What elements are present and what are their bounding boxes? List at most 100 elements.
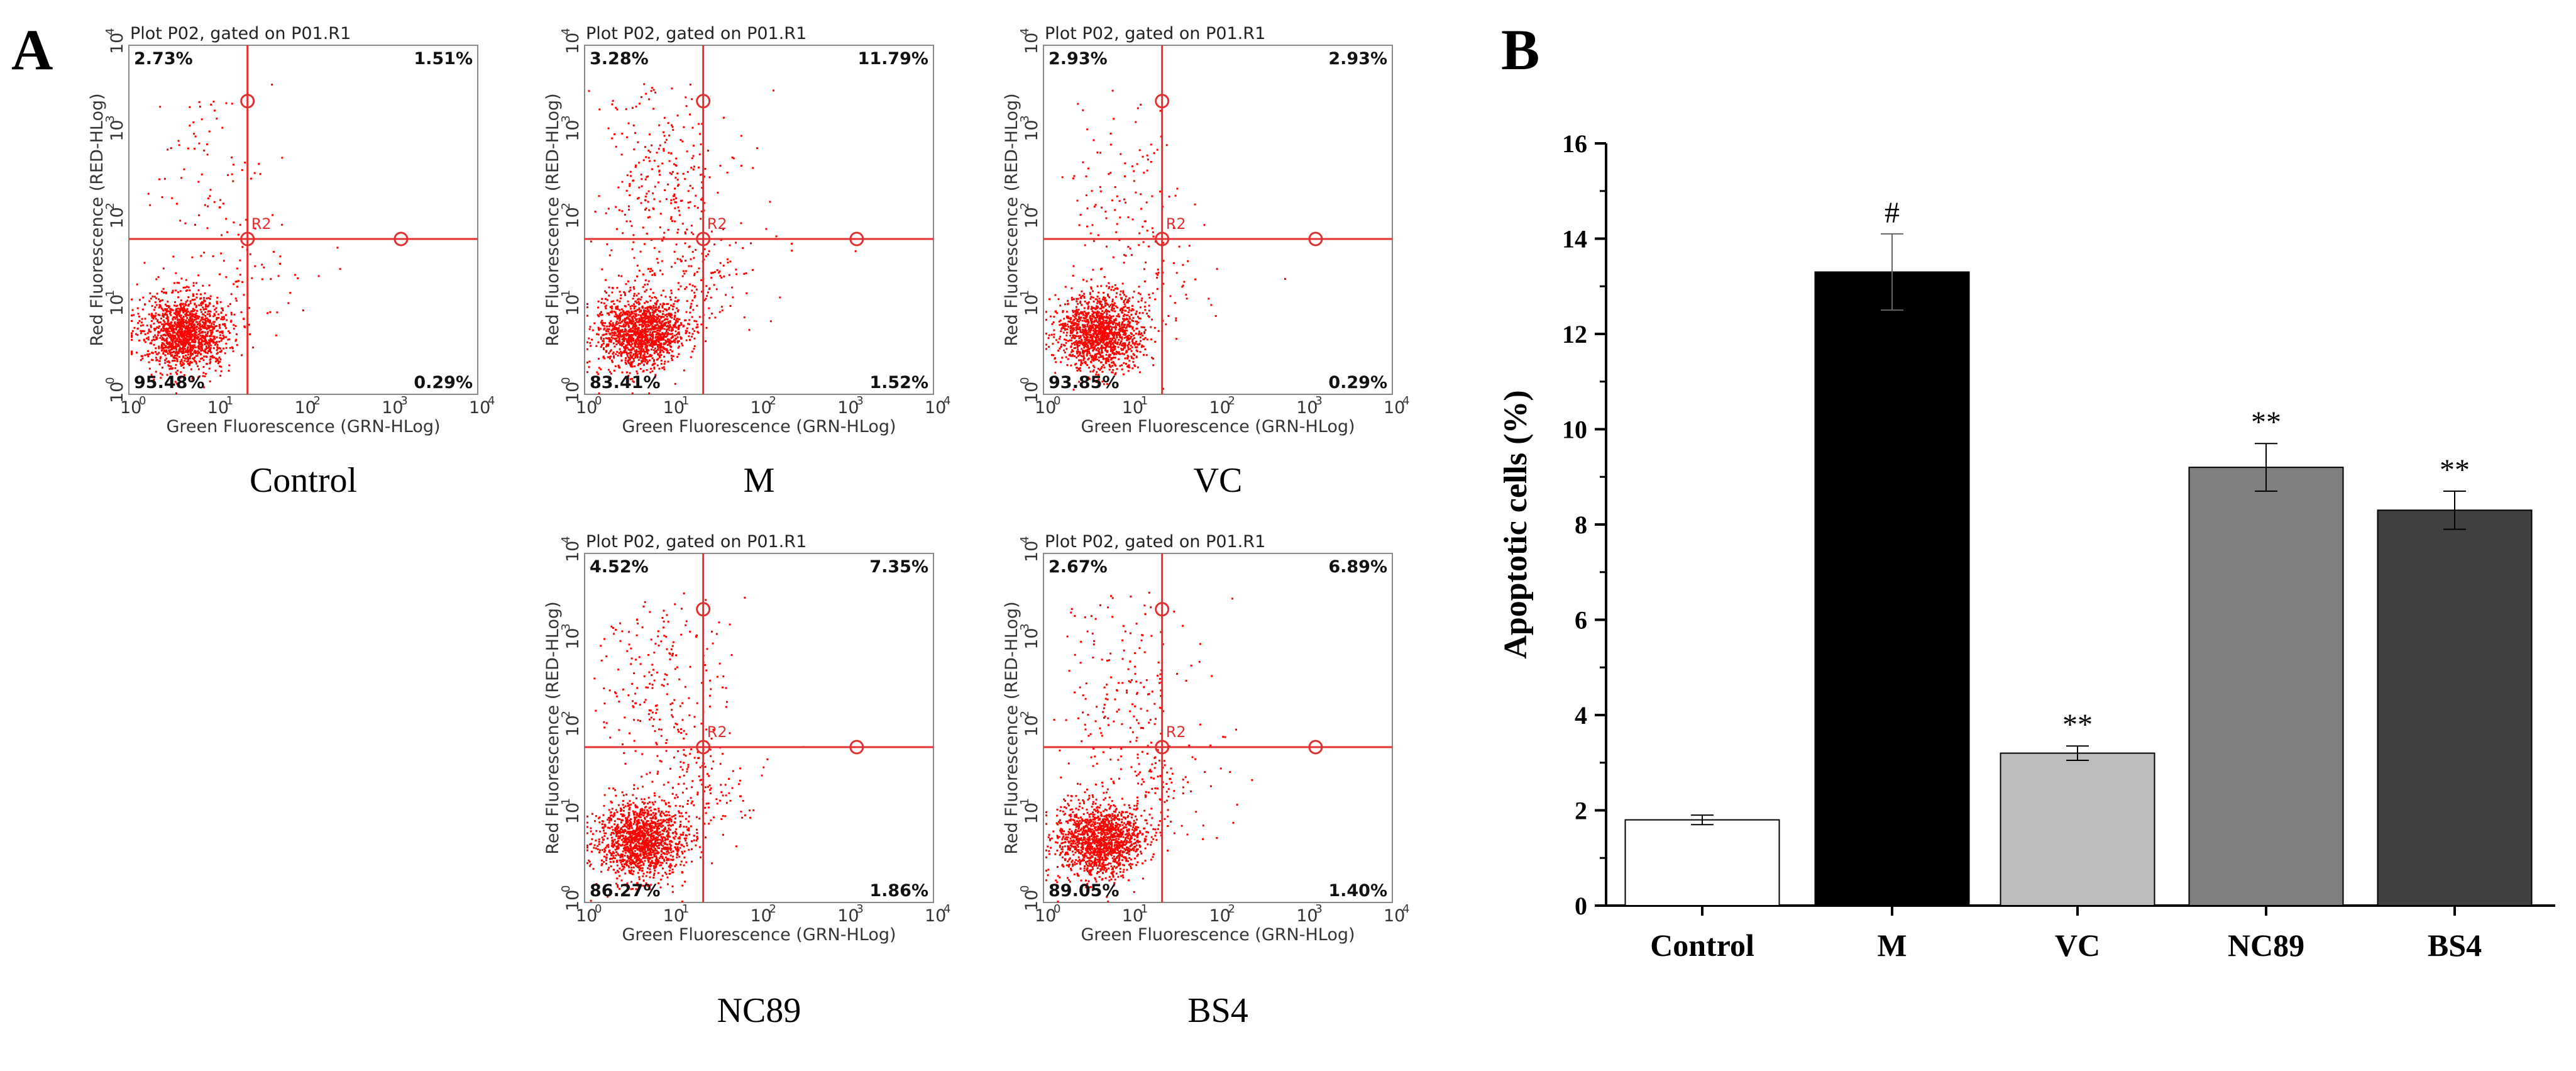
y-tick-label: 10 — [563, 890, 583, 911]
x-tick-exponent: 0 — [595, 902, 602, 916]
gate-handle[interactable] — [1308, 231, 1323, 247]
x-tick-label: 10 — [663, 398, 685, 418]
gate-handle[interactable] — [1155, 231, 1170, 247]
quadrant-lower-left-value: 93.85% — [1049, 373, 1119, 392]
quadrant-upper-left-value: 4.52% — [590, 557, 649, 577]
x-axis-label: Green Fluorescence (GRN-HLog) — [166, 417, 440, 436]
gate-handle[interactable] — [696, 231, 711, 247]
quadrant-lower-left-value: 83.41% — [590, 373, 660, 392]
x-tick-label: 10 — [576, 906, 597, 926]
x-tick-exponent: 4 — [944, 902, 950, 916]
y-tick-label: 10 — [107, 294, 127, 316]
y-tick-label: 12 — [1562, 320, 1587, 348]
error-bar-m — [1881, 233, 1903, 311]
y-tick-exponent: 4 — [1018, 536, 1032, 543]
y-tick-label: 8 — [1575, 511, 1587, 539]
x-tick-label: 10 — [1296, 398, 1318, 418]
y-tick: 104 — [559, 536, 583, 562]
x-axis-label: Green Fluorescence (GRN-HLog) — [622, 417, 896, 436]
x-tick-label: 10 — [1384, 906, 1405, 926]
gate-handle[interactable] — [240, 231, 255, 247]
y-tick-label: 10 — [563, 207, 583, 228]
panel-b-letter: B — [1501, 18, 1539, 82]
plot-frame — [584, 45, 934, 395]
y-tick-label: 6 — [1575, 606, 1587, 635]
y-tick: 100 — [559, 377, 583, 403]
plot-title: Plot P02, gated on P01.R1 — [586, 24, 806, 43]
x-tick-exponent: 4 — [1402, 902, 1409, 916]
gate-handle[interactable] — [1155, 740, 1170, 755]
sample-label: BS4 — [1187, 991, 1248, 1030]
gate-handle[interactable] — [696, 740, 711, 755]
x-tick-label: 10 — [837, 906, 859, 926]
quadrant-lower-right-value: 1.52% — [869, 373, 928, 392]
panel-a-letter: A — [11, 18, 53, 82]
significance-marker: # — [1885, 196, 1900, 230]
x-tick-exponent: 3 — [856, 394, 863, 408]
x-tick-label: 10 — [576, 398, 597, 418]
significance-marker: ** — [2062, 708, 2093, 741]
y-tick-exponent: 1 — [1018, 290, 1032, 297]
y-tick-exponent: 1 — [104, 290, 117, 297]
x-tick-label: 10 — [925, 906, 946, 926]
x-tick-label: 10 — [1296, 906, 1318, 926]
y-tick-label: 10 — [107, 382, 127, 403]
quadrant-lower-left-value: 89.05% — [1049, 881, 1119, 901]
quadrant-lower-right-value: 1.40% — [1328, 881, 1387, 901]
y-tick-exponent: 0 — [559, 885, 573, 892]
scatter-dots — [1045, 592, 1253, 902]
gate-handle[interactable] — [696, 94, 711, 109]
x-tick-label: 10 — [295, 398, 316, 418]
y-tick-label: 10 — [563, 33, 583, 54]
flow-plot-nc89: Plot P02, gated on P01.R1 R2 4.52% 7.35% 86.… — [543, 532, 950, 1030]
x-tick-label: 10 — [120, 398, 141, 418]
quadrant-lower-left-value: 86.27% — [590, 881, 660, 901]
x-tick-exponent: 3 — [400, 394, 407, 408]
x-tick-exponent: 0 — [1054, 902, 1060, 916]
gate-handle[interactable] — [696, 602, 711, 617]
quadrant-upper-right-value: 6.89% — [1328, 557, 1387, 577]
region-label: R2 — [1166, 215, 1186, 233]
plot-title: Plot P02, gated on P01.R1 — [1045, 532, 1265, 552]
x-tick-label: 10 — [382, 398, 403, 418]
y-tick-label: 10 — [563, 382, 583, 403]
y-tick: 103 — [1018, 115, 1042, 141]
x-tick-exponent: 2 — [314, 394, 321, 408]
y-tick: 101 — [559, 290, 583, 316]
y-tick: 104 — [559, 28, 583, 54]
gate-handle[interactable] — [849, 231, 864, 247]
x-tick-exponent: 4 — [1402, 394, 1409, 408]
y-tick-exponent: 3 — [559, 623, 573, 630]
y-axis-label-group: Red Fluorescence (RED-HLog) — [1002, 601, 1021, 854]
y-tick-label: 10 — [1022, 33, 1042, 54]
x-tick-label: 10 — [1035, 906, 1056, 926]
y-tick-exponent: 2 — [559, 203, 573, 209]
gate-handle[interactable] — [1155, 94, 1170, 109]
y-tick-exponent: 1 — [559, 290, 573, 297]
gate-handle[interactable] — [849, 740, 864, 755]
region-label: R2 — [707, 723, 727, 741]
gate-handle[interactable] — [1308, 740, 1323, 755]
gate-handle[interactable] — [240, 94, 255, 109]
y-tick: 104 — [1018, 536, 1042, 562]
y-tick-label: 10 — [1022, 207, 1042, 228]
x-tick-label: 10 — [1209, 398, 1231, 418]
y-tick: 100 — [1018, 885, 1042, 911]
gate-handle[interactable] — [1155, 602, 1170, 617]
error-bar-bs4 — [2443, 490, 2466, 530]
y-tick-exponent: 2 — [1018, 203, 1032, 209]
gate-handle[interactable] — [394, 231, 409, 247]
x-tick-label: 10 — [1035, 398, 1056, 418]
x-tick-exponent: 1 — [1141, 902, 1148, 916]
y-tick-exponent: 2 — [559, 711, 573, 718]
x-category-label: M — [1877, 928, 1907, 963]
y-tick-label: 10 — [107, 207, 127, 228]
panel-b-bar-chart: 0 2 4 6 8 10 12 14 16 Apoptotic cells (%) Control M… — [1498, 130, 2555, 963]
y-tick-exponent: 3 — [104, 115, 117, 122]
plot-title: Plot P02, gated on P01.R1 — [130, 24, 351, 43]
y-tick-label: 10 — [1022, 382, 1042, 403]
x-tick-exponent: 3 — [1315, 902, 1322, 916]
y-tick: 101 — [559, 798, 583, 824]
y-tick-label: 10 — [563, 802, 583, 824]
x-tick-label: 10 — [1209, 906, 1231, 926]
